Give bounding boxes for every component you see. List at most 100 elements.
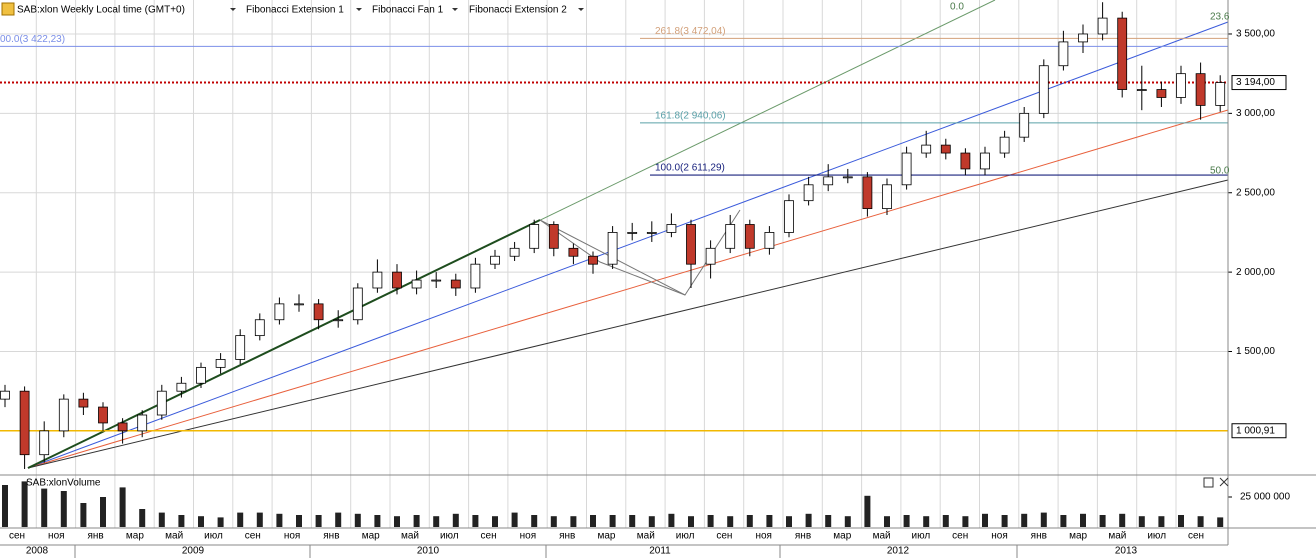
dropdown-arrow[interactable] bbox=[356, 8, 362, 11]
x-tick-label: ноя bbox=[284, 531, 301, 542]
volume-bar bbox=[727, 516, 734, 527]
volume-bar bbox=[962, 516, 969, 527]
toolbar-item[interactable]: Fibonacci Fan 1 bbox=[372, 5, 444, 16]
volume-bar bbox=[276, 513, 283, 527]
volume-bar bbox=[688, 516, 694, 527]
x-tick-label: май bbox=[637, 531, 655, 542]
candle-body bbox=[313, 303, 324, 321]
volume-bar bbox=[1080, 513, 1086, 527]
candle-body bbox=[1156, 89, 1167, 98]
volume-bar bbox=[21, 481, 28, 527]
volume-bar bbox=[864, 495, 871, 527]
level-label: 100.0(2 611,29) bbox=[655, 163, 725, 174]
x-tick-label: сен bbox=[9, 531, 25, 542]
candle-body bbox=[176, 382, 187, 392]
y-tick-label: 2 500,00 bbox=[1236, 187, 1275, 198]
candle-body bbox=[196, 366, 206, 384]
volume-bar bbox=[100, 497, 106, 527]
fan-label: 23.6 bbox=[1210, 12, 1230, 23]
year-label: 2009 bbox=[182, 546, 205, 557]
volume-bar bbox=[923, 516, 930, 527]
level-label: 261.8(3 472,04) bbox=[655, 26, 726, 37]
candle-body bbox=[1078, 33, 1088, 43]
x-tick-label: май bbox=[165, 531, 183, 542]
x-tick-label: сен bbox=[481, 531, 497, 542]
x-tick-label: сен bbox=[1188, 531, 1204, 542]
candle-body bbox=[744, 224, 755, 249]
dropdown-arrow[interactable] bbox=[578, 8, 584, 11]
volume-bar bbox=[766, 515, 773, 527]
x-tick-label: май bbox=[873, 531, 891, 542]
volume-bar bbox=[609, 515, 616, 527]
x-tick-label: ноя bbox=[48, 531, 65, 542]
volume-bar bbox=[903, 515, 910, 527]
candle-body bbox=[254, 319, 265, 337]
x-tick-label: янв bbox=[795, 531, 811, 542]
volume-bar bbox=[335, 512, 342, 527]
dropdown-arrow[interactable] bbox=[230, 8, 236, 11]
candle-body bbox=[19, 390, 30, 456]
x-tick-label: май bbox=[401, 531, 419, 542]
x-tick-label: янв bbox=[559, 531, 575, 542]
volume-bar bbox=[511, 512, 518, 527]
candle-body bbox=[784, 200, 794, 233]
price-badge bbox=[1231, 423, 1287, 439]
toolbar-item[interactable]: Fibonacci Extension 2 bbox=[469, 5, 567, 16]
toolbar-item[interactable]: Fibonacci Extension 1 bbox=[246, 5, 344, 16]
volume-bar bbox=[492, 516, 498, 527]
dropdown-arrow[interactable] bbox=[452, 8, 458, 11]
maximize-button[interactable] bbox=[1203, 477, 1214, 488]
candle-body bbox=[921, 144, 932, 154]
volume-bar bbox=[374, 515, 381, 527]
fan-line bbox=[27, 109, 1229, 469]
candle-body bbox=[529, 224, 540, 249]
volume-bar bbox=[1060, 515, 1067, 527]
toolbar-item[interactable]: SAB:xlon Weekly Local time (GMT+0) bbox=[17, 5, 185, 16]
volume-bar bbox=[629, 515, 636, 527]
volume-bar bbox=[550, 516, 557, 527]
volume-bar bbox=[1119, 513, 1126, 527]
x-tick-label: мар bbox=[598, 531, 616, 542]
volume-bar bbox=[825, 515, 832, 527]
candle-body bbox=[372, 271, 383, 289]
volume-bar bbox=[433, 516, 440, 527]
price-badge-label: 1 000,91 bbox=[1236, 425, 1275, 436]
volume-bar bbox=[472, 515, 479, 527]
candle-body bbox=[901, 152, 912, 186]
candle-body bbox=[764, 232, 775, 249]
volume-bar bbox=[982, 513, 988, 527]
candle-body bbox=[1215, 82, 1226, 106]
volume-bar bbox=[668, 513, 675, 527]
volume-bar bbox=[746, 515, 753, 527]
extension-line bbox=[539, 219, 686, 296]
toolbar-icon[interactable] bbox=[1, 2, 15, 16]
candle-body bbox=[646, 232, 657, 234]
x-tick-label: мар bbox=[1069, 531, 1087, 542]
candle-body bbox=[274, 303, 285, 321]
volume-bar bbox=[237, 512, 244, 527]
volume-bar bbox=[590, 515, 596, 527]
x-tick-label: мар bbox=[362, 531, 380, 542]
y-tick-label: 1 500,00 bbox=[1236, 346, 1275, 357]
fan-line bbox=[27, 21, 1229, 469]
volume-title: SAB:xlonVolume bbox=[26, 478, 101, 489]
year-label: 2012 bbox=[887, 546, 910, 557]
candle-body bbox=[490, 255, 500, 265]
candle-body bbox=[686, 224, 696, 265]
candle-body bbox=[1019, 112, 1030, 138]
candle-body bbox=[156, 390, 167, 416]
candle-body bbox=[0, 390, 10, 400]
candle-body bbox=[411, 279, 422, 289]
fan-line bbox=[27, 179, 1229, 469]
x-tick-label: янв bbox=[87, 531, 103, 542]
candle-body bbox=[509, 247, 520, 257]
candle-body bbox=[1097, 17, 1108, 35]
volume-bar bbox=[805, 513, 812, 527]
volume-bar bbox=[942, 515, 949, 527]
close-button[interactable] bbox=[1219, 477, 1229, 487]
volume-bar bbox=[315, 515, 322, 527]
levels: 00.0(3 422,23) 261.8(3 472,04) 161.8(2 940… bbox=[0, 26, 1228, 432]
candle-body bbox=[392, 271, 402, 289]
candle-body bbox=[137, 414, 148, 432]
candle-body bbox=[1195, 73, 1206, 106]
